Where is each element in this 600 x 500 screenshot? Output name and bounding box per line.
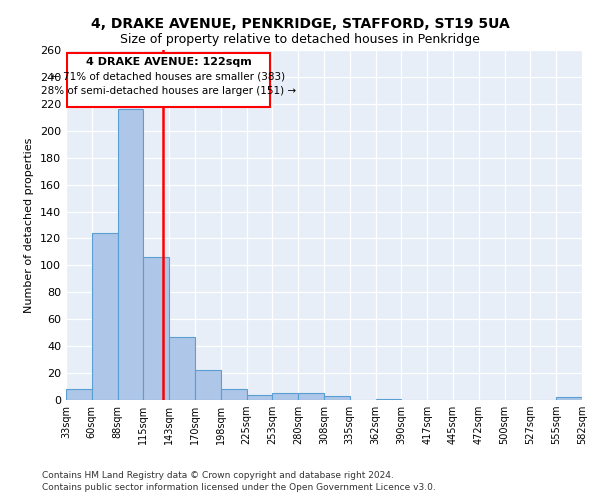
Bar <box>118 109 143 400</box>
Text: 4 DRAKE AVENUE: 122sqm: 4 DRAKE AVENUE: 122sqm <box>86 56 251 66</box>
Bar <box>169 336 195 400</box>
Text: Contains public sector information licensed under the Open Government Licence v3: Contains public sector information licen… <box>42 484 436 492</box>
Text: ← 71% of detached houses are smaller (383): ← 71% of detached houses are smaller (38… <box>52 72 286 82</box>
Bar <box>247 394 272 400</box>
Bar <box>92 233 118 400</box>
Bar <box>298 394 324 400</box>
Bar <box>376 398 401 400</box>
Bar <box>143 258 169 400</box>
Text: Contains HM Land Registry data © Crown copyright and database right 2024.: Contains HM Land Registry data © Crown c… <box>42 471 394 480</box>
Text: 28% of semi-detached houses are larger (151) →: 28% of semi-detached houses are larger (… <box>41 86 296 97</box>
FancyBboxPatch shape <box>67 52 270 106</box>
Bar <box>324 396 350 400</box>
Bar <box>272 394 298 400</box>
Y-axis label: Number of detached properties: Number of detached properties <box>25 138 34 312</box>
Bar <box>195 370 221 400</box>
Text: Size of property relative to detached houses in Penkridge: Size of property relative to detached ho… <box>120 32 480 46</box>
Text: 4, DRAKE AVENUE, PENKRIDGE, STAFFORD, ST19 5UA: 4, DRAKE AVENUE, PENKRIDGE, STAFFORD, ST… <box>91 18 509 32</box>
Bar <box>556 398 582 400</box>
Bar <box>66 389 92 400</box>
Bar <box>221 389 247 400</box>
